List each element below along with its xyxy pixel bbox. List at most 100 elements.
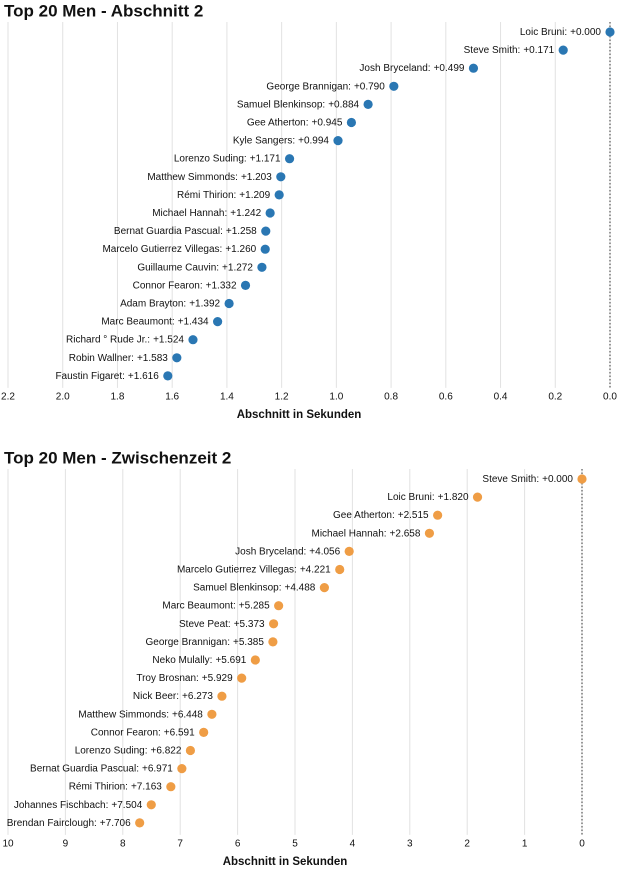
x-tick-label: 9: [63, 839, 69, 850]
dot: [250, 655, 260, 665]
category-label: Johannes Fischbach:: [14, 799, 109, 810]
category-label: Marc Beaumont:: [101, 316, 174, 327]
dot: [188, 335, 198, 345]
value-label: +5.385: [233, 637, 264, 648]
dot: [424, 528, 435, 538]
category-label: Michael Hannah:: [312, 528, 387, 539]
x-tick-label: 1: [522, 839, 528, 850]
dot: [284, 154, 295, 164]
value-label: +0.790: [354, 81, 385, 92]
dot: [199, 727, 209, 738]
chart-title: Top 20 Men - Zwischenzeit 2: [4, 448, 231, 467]
dot-label: Marcelo Gutierrez Villegas: +1.260: [102, 244, 256, 255]
x-tick-label: 3: [407, 839, 413, 850]
value-label: +0.945: [312, 117, 343, 128]
value-label: +1.258: [226, 226, 257, 237]
dot-label: Loic Bruni: +1.820: [387, 492, 469, 503]
dot: [257, 262, 267, 272]
category-label: Troy Brosnan:: [136, 673, 198, 684]
dot: [274, 601, 284, 611]
category-label: Steve Peat:: [179, 618, 231, 629]
category-label: Loic Bruni:: [387, 492, 434, 503]
dot-label: Marcelo Gutierrez Villegas: +4.221: [177, 564, 331, 575]
dot-label: Connor Fearon: +1.332: [133, 280, 237, 291]
category-label: Samuel Blenkinsop:: [237, 99, 325, 110]
value-label: +1.260: [225, 244, 256, 255]
value-label: +0.171: [523, 45, 554, 56]
x-tick-label: 0.0: [603, 392, 617, 403]
category-label: Rémi Thirion:: [177, 190, 236, 201]
x-tick-label: 5: [292, 839, 298, 850]
dot: [472, 492, 483, 502]
dot-label: Steve Smith: +0.171: [464, 45, 555, 56]
value-label: +4.056: [309, 546, 340, 557]
dot: [344, 546, 354, 557]
dot: [237, 673, 247, 683]
value-label: +2.658: [390, 528, 421, 539]
category-label: George Brannigan:: [266, 81, 351, 92]
value-label: +1.209: [239, 190, 270, 201]
dot-label: Marc Beaumont: +5.285: [162, 600, 270, 611]
dot: [217, 691, 227, 701]
value-label: +5.691: [215, 655, 246, 666]
value-label: +7.163: [131, 781, 162, 792]
dot: [605, 27, 615, 37]
dot: [276, 172, 286, 182]
dot-label: Josh Bryceland: +0.499: [359, 63, 464, 74]
dot: [177, 764, 187, 774]
category-label: Connor Fearon:: [91, 727, 161, 738]
dot-label: Nick Beer: +6.273: [133, 691, 213, 702]
value-label: +1.583: [137, 352, 168, 363]
category-label: Connor Fearon:: [133, 280, 203, 291]
category-label: Loic Bruni:: [520, 27, 567, 38]
category-label: Adam Brayton:: [120, 298, 186, 309]
dot: [166, 782, 176, 792]
x-tick-label: 1.0: [329, 392, 343, 403]
category-label: Lorenzo Suding:: [75, 745, 148, 756]
x-tick-label: 2.2: [1, 392, 15, 403]
value-label: +6.591: [164, 727, 195, 738]
x-tick-label: 4: [350, 839, 356, 850]
dot-label: Michael Hannah: +2.658: [312, 528, 421, 539]
chart-title: Top 20 Men - Abschnitt 2: [4, 1, 203, 20]
value-label: +1.171: [250, 153, 281, 164]
value-label: +5.929: [202, 673, 233, 684]
value-label: +0.000: [570, 27, 601, 38]
dot-label: Rémi Thirion: +7.163: [69, 781, 163, 792]
value-label: +4.488: [285, 582, 316, 593]
category-label: Michael Hannah:: [152, 208, 227, 219]
value-label: +6.822: [151, 745, 182, 756]
x-tick-label: 7: [177, 839, 183, 850]
value-label: +1.332: [206, 280, 237, 291]
x-tick-label: 0.2: [548, 392, 562, 403]
value-label: +7.504: [111, 799, 142, 810]
dot: [558, 45, 568, 55]
value-label: +1.242: [230, 208, 261, 219]
category-label: Steve Smith:: [482, 474, 539, 485]
x-tick-label: 1.6: [165, 392, 179, 403]
dot: [433, 510, 443, 520]
value-label: +5.285: [239, 600, 270, 611]
x-tick-label: 1.8: [111, 392, 125, 403]
category-label: Robin Wallner:: [69, 352, 134, 363]
value-label: +0.884: [328, 99, 359, 110]
category-label: Nick Beer:: [133, 691, 179, 702]
category-label: Kyle Sangers:: [233, 135, 295, 146]
value-label: +1.524: [153, 334, 184, 345]
dot-label: George Brannigan: +5.385: [146, 637, 265, 648]
dot-label: Faustin Figaret: +1.616: [55, 371, 159, 382]
dot-label: Adam Brayton: +1.392: [120, 298, 220, 309]
dot-label: Neko Mulally: +5.691: [152, 655, 246, 666]
dot-label: Brendan Fairclough: +7.706: [7, 818, 131, 829]
dot-label: Bernat Guardia Pascual: +6.971: [30, 763, 173, 774]
dot-label: Connor Fearon: +6.591: [91, 727, 195, 738]
dot-label: Josh Bryceland: +4.056: [235, 546, 340, 557]
dot-label: Robin Wallner: +1.583: [69, 352, 169, 363]
dot: [577, 474, 587, 484]
value-label: +1.434: [178, 316, 209, 327]
dot: [213, 317, 223, 327]
dot-label: George Brannigan: +0.790: [266, 81, 385, 92]
dot: [163, 371, 173, 381]
category-label: Lorenzo Suding:: [174, 153, 247, 164]
